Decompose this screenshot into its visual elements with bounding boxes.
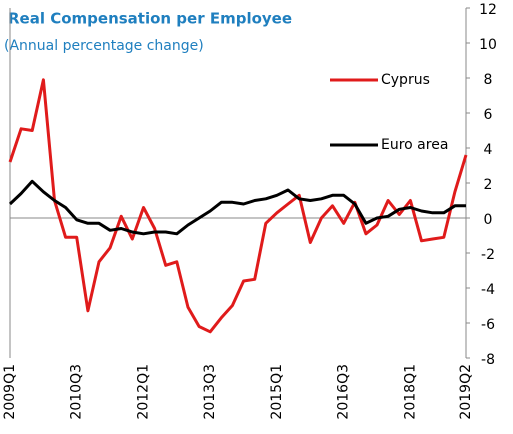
y-tick-label: 12 [479, 2, 497, 18]
y-tick-label: -8 [481, 352, 495, 368]
series-line [8, 179, 466, 236]
y-tick-label: 0 [484, 212, 493, 228]
y-tick-label: -4 [481, 282, 495, 298]
x-tick-label: 2009Q1 [2, 364, 18, 420]
x-tick-label: 2013Q3 [202, 364, 218, 420]
series-line [8, 78, 468, 334]
x-tick-label: 2018Q1 [402, 364, 418, 420]
x-tick-label: 2012Q1 [135, 364, 151, 420]
y-tick-label: 10 [479, 37, 497, 53]
x-tick-label: 2019Q2 [458, 364, 474, 420]
legend-label: Euro area [381, 137, 448, 153]
chart-subtitle: (Annual percentage change) [4, 38, 204, 54]
x-tick-label: 2016Q3 [336, 364, 352, 420]
y-tick-label: 4 [484, 142, 493, 158]
chart-title: Real Compensation per Employee [8, 10, 292, 28]
y-tick-label: -2 [481, 247, 495, 263]
x-tick-label: 2015Q1 [269, 364, 285, 420]
y-tick-label: 6 [484, 107, 493, 123]
legend-label: Cyprus [381, 72, 430, 88]
x-tick-label: 2010Q3 [69, 364, 85, 420]
y-tick-label: -6 [481, 317, 495, 333]
y-tick-label: 8 [484, 72, 493, 88]
y-tick-label: 2 [484, 177, 493, 193]
